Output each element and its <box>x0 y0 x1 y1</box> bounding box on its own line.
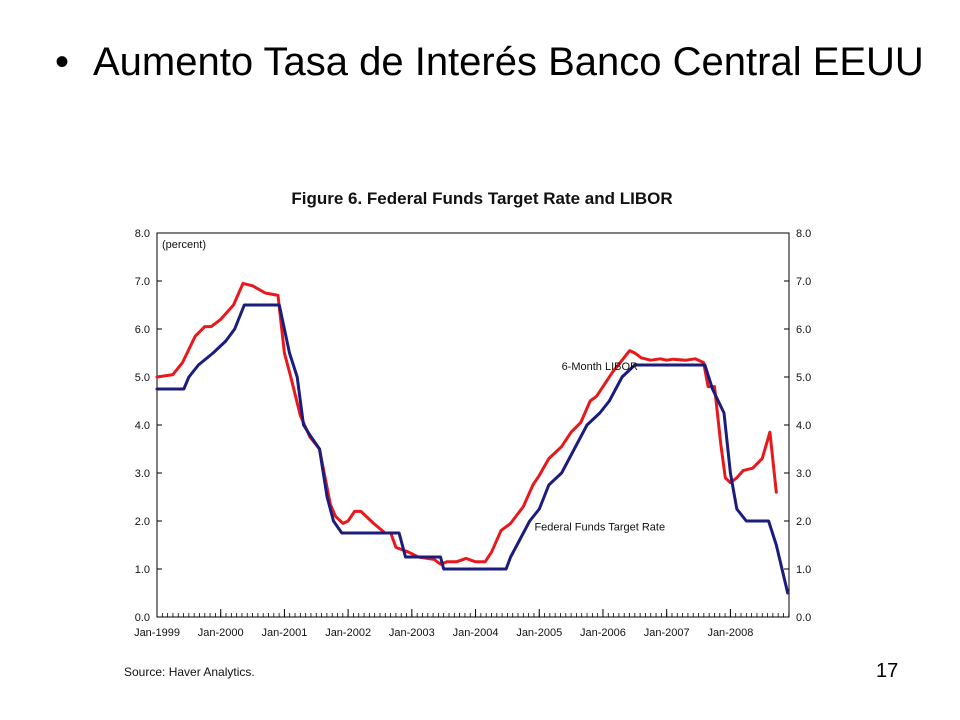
y-tick-label-right: 6.0 <box>796 324 811 336</box>
x-tick-label: Jan-2000 <box>198 627 244 639</box>
y-tick-label-left: 1.0 <box>135 564 150 576</box>
series-lines <box>155 281 790 595</box>
series-label: 6-Month LIBOR <box>562 361 638 373</box>
y-tick-label-left: 2.0 <box>135 516 150 528</box>
x-tick-label: Jan-2004 <box>453 627 499 639</box>
y-tick-label-left: 7.0 <box>135 276 150 288</box>
x-tick-label: Jan-2006 <box>580 627 626 639</box>
y-tick-label-right: 1.0 <box>796 564 811 576</box>
x-tick-label: Jan-2003 <box>389 627 435 639</box>
x-tick-label: Jan-2001 <box>261 627 307 639</box>
y-tick-label-right: 7.0 <box>796 276 811 288</box>
y-axis-left: 0.0 1.0 2.0 3.0 4.0 5.0 6.0 7.0 8.0 <box>135 228 162 624</box>
slide-heading: Aumento Tasa de Interés Banco Central EE… <box>93 40 924 84</box>
x-tick-label: Jan-1999 <box>134 627 180 639</box>
series-label: Federal Funds Target Rate <box>534 522 665 534</box>
y-tick-label-left: 4.0 <box>135 420 150 432</box>
x-tick-label: Jan-2002 <box>325 627 371 639</box>
x-tick-label: Jan-2007 <box>644 627 690 639</box>
y-tick-label-left: 3.0 <box>135 468 150 480</box>
slide-bullet: • Aumento Tasa de Interés Banco Central … <box>55 38 925 86</box>
y-tick-label-right: 5.0 <box>796 372 811 384</box>
x-minor-ticks <box>156 613 790 617</box>
y-tick-label-right: 2.0 <box>796 516 811 528</box>
page-number: 17 <box>876 660 899 682</box>
y-tick-label-left: 6.0 <box>135 324 150 336</box>
y-tick-label-right: 0.0 <box>796 612 811 624</box>
chart-title: Figure 6. Federal Funds Target Rate and … <box>291 189 672 208</box>
x-tick-label: Jan-2008 <box>707 627 753 639</box>
y-tick-label-right: 3.0 <box>796 468 811 480</box>
series-line-6-month-libor <box>155 281 778 566</box>
source-note: Source: Haver Analytics. <box>124 665 255 679</box>
y-tick-label-right: 8.0 <box>796 228 811 240</box>
y-tick-label-left: 0.0 <box>135 612 150 624</box>
x-tick-label: Jan-2005 <box>516 627 562 639</box>
bullet-dot: • <box>55 40 70 84</box>
y-tick-label-left: 5.0 <box>135 372 150 384</box>
y-axis-right: 0.0 1.0 2.0 3.0 4.0 5.0 6.0 7.0 8.0 <box>784 228 811 624</box>
series-line-federal-funds-target-rate <box>155 303 790 595</box>
y-tick-label-right: 4.0 <box>796 420 811 432</box>
x-axis: Jan-1999 Jan-2000 Jan-2001 Jan-2002 Jan-2003… <box>134 609 753 639</box>
series-labels: 6-Month LIBOR Federal Funds Target Rate <box>534 361 665 534</box>
y-tick-label-left: 8.0 <box>135 228 150 240</box>
unit-label: (percent) <box>162 239 206 251</box>
